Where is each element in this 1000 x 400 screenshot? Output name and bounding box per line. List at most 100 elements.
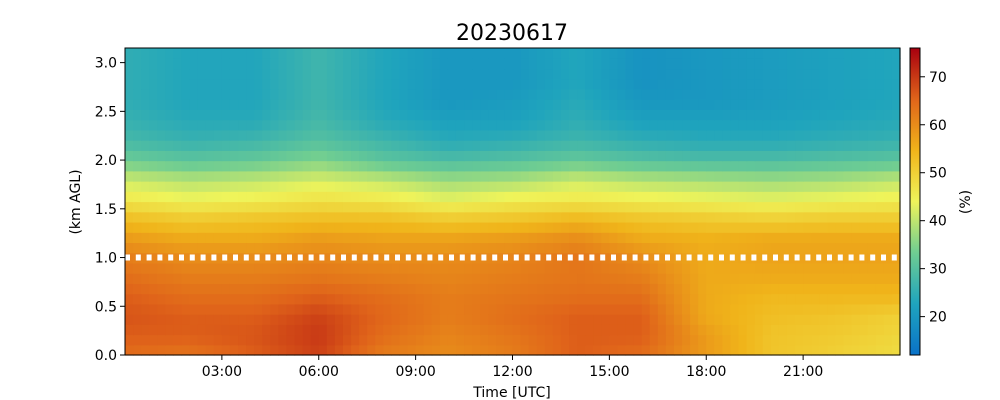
heatmap-cell bbox=[464, 109, 473, 121]
heatmap-cell bbox=[334, 201, 344, 213]
heatmap-cell bbox=[205, 129, 215, 141]
heatmap-cell bbox=[641, 58, 651, 70]
heatmap-cell bbox=[883, 242, 893, 254]
heatmap-cell bbox=[221, 160, 231, 172]
heatmap-cell bbox=[891, 109, 901, 121]
heatmap-cell bbox=[795, 191, 804, 203]
heatmap-cell bbox=[480, 221, 489, 233]
heatmap-cell bbox=[472, 221, 481, 233]
heatmap-cell bbox=[641, 262, 651, 274]
heatmap-cell bbox=[439, 99, 449, 110]
heatmap-cell bbox=[455, 283, 465, 295]
heatmap-cell bbox=[601, 140, 610, 151]
heatmap-cell bbox=[891, 170, 901, 182]
heatmap-cell bbox=[520, 181, 530, 192]
heatmap-cell bbox=[455, 88, 465, 100]
heatmap-cell bbox=[891, 211, 901, 223]
heatmap-cell bbox=[189, 314, 199, 325]
heatmap-cell bbox=[609, 129, 619, 141]
heatmap-cell bbox=[318, 58, 328, 70]
heatmap-cell bbox=[464, 160, 473, 172]
heatmap-cell bbox=[359, 344, 368, 356]
heatmap-cell bbox=[423, 78, 433, 90]
heatmap-cell bbox=[439, 170, 449, 182]
heatmap-cell bbox=[149, 232, 158, 244]
heatmap-cell bbox=[851, 58, 861, 70]
heatmap-cell bbox=[730, 140, 740, 151]
heatmap-cell bbox=[302, 160, 312, 172]
heatmap-cell bbox=[786, 211, 796, 223]
heatmap-cell bbox=[246, 314, 255, 325]
heatmap-cell bbox=[351, 58, 360, 70]
heatmap-cell bbox=[197, 303, 207, 315]
heatmap-cell bbox=[262, 314, 271, 325]
heatmap-cell bbox=[528, 140, 538, 151]
heatmap-cell bbox=[657, 324, 667, 336]
heatmap-cell bbox=[246, 324, 255, 336]
heatmap-cell bbox=[803, 58, 812, 70]
heatmap-cell bbox=[472, 324, 481, 336]
heatmap-cell bbox=[617, 221, 627, 233]
heatmap-cell bbox=[205, 140, 215, 151]
heatmap-cell bbox=[883, 129, 893, 141]
heatmap-cell bbox=[246, 150, 255, 162]
heatmap-cell bbox=[778, 293, 788, 305]
heatmap-cell bbox=[883, 344, 893, 356]
heatmap-cell bbox=[673, 334, 683, 346]
heatmap-cell bbox=[585, 78, 594, 90]
heatmap-cell bbox=[447, 293, 457, 305]
heatmap-cell bbox=[375, 314, 384, 325]
heatmap-cell bbox=[811, 283, 820, 295]
heatmap-cell bbox=[657, 160, 667, 172]
heatmap-cell bbox=[835, 48, 845, 59]
heatmap-cell bbox=[762, 109, 772, 121]
heatmap-cell bbox=[480, 201, 489, 213]
heatmap-cell bbox=[617, 119, 627, 131]
heatmap-cell bbox=[181, 88, 191, 100]
heatmap-cell bbox=[778, 201, 788, 213]
heatmap-cell bbox=[601, 119, 610, 131]
heatmap-cell bbox=[125, 160, 134, 172]
heatmap-cell bbox=[875, 68, 885, 80]
heatmap-cell bbox=[286, 150, 296, 162]
heatmap-cell bbox=[633, 273, 643, 284]
heatmap-cell bbox=[867, 48, 877, 59]
heatmap-cell bbox=[221, 181, 231, 192]
heatmap-cell bbox=[221, 293, 231, 305]
heatmap-cell bbox=[294, 48, 304, 59]
heatmap-cell bbox=[714, 68, 723, 80]
heatmap-cell bbox=[811, 129, 820, 141]
heatmap-cell bbox=[859, 191, 869, 203]
heatmap-cell bbox=[851, 99, 861, 110]
heatmap-cell bbox=[593, 181, 602, 192]
heatmap-cell bbox=[690, 252, 699, 264]
heatmap-cell bbox=[512, 140, 522, 151]
heatmap-cell bbox=[891, 88, 901, 100]
heatmap-cell bbox=[326, 201, 336, 213]
heatmap-cell bbox=[633, 221, 643, 233]
heatmap-cell bbox=[690, 181, 699, 192]
heatmap-cell bbox=[213, 48, 223, 59]
heatmap-cell bbox=[601, 201, 610, 213]
heatmap-cell bbox=[189, 88, 199, 100]
heatmap-cell bbox=[512, 283, 522, 295]
heatmap-cell bbox=[835, 170, 845, 182]
heatmap-cell bbox=[544, 232, 554, 244]
heatmap-cell bbox=[423, 58, 433, 70]
heatmap-cell bbox=[851, 211, 861, 223]
heatmap-cell bbox=[544, 314, 554, 325]
heatmap-cell bbox=[649, 344, 659, 356]
heatmap-cell bbox=[867, 78, 877, 90]
heatmap-cell bbox=[391, 283, 401, 295]
heatmap-cell bbox=[770, 129, 780, 141]
heatmap-cell bbox=[786, 48, 796, 59]
heatmap-cell bbox=[238, 283, 247, 295]
heatmap-cell bbox=[520, 303, 530, 315]
heatmap-cell bbox=[294, 221, 304, 233]
heatmap-cell bbox=[375, 48, 384, 59]
heatmap-cell bbox=[383, 140, 392, 151]
heatmap-cell bbox=[633, 99, 643, 110]
heatmap-cell bbox=[472, 150, 481, 162]
heatmap-cell bbox=[181, 293, 191, 305]
heatmap-cell bbox=[706, 273, 715, 284]
